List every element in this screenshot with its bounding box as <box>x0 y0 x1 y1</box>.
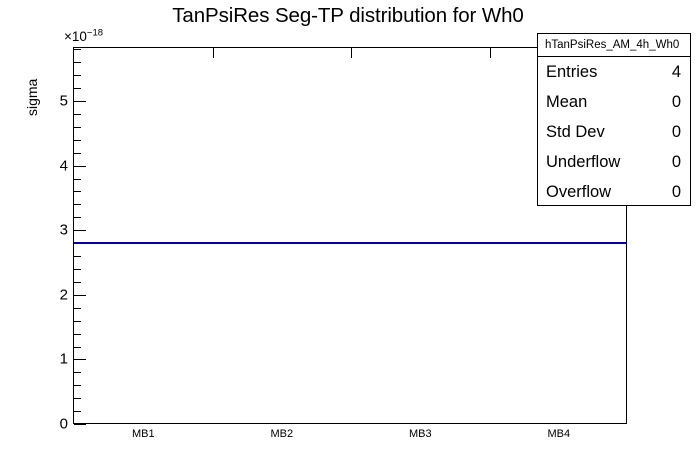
x-tick-label: MB4 <box>547 428 571 440</box>
y-tick-minor <box>74 62 81 64</box>
stats-row: Underflow 0 <box>538 147 690 177</box>
y-tick-minor <box>74 88 81 90</box>
stats-row: Mean 0 <box>538 87 690 117</box>
y-tick-minor <box>74 346 81 348</box>
plot-frame: 0 1 2 3 4 5 <box>60 47 627 440</box>
y-tick-minor <box>74 398 81 400</box>
x-tick-label: MB2 <box>270 428 294 440</box>
y-tick-minor <box>74 307 81 309</box>
y-tick-minor <box>74 178 81 180</box>
y-tick-label: 0 <box>59 415 68 433</box>
y-tick-minor <box>74 256 81 257</box>
y-tick-minor <box>74 320 81 322</box>
y-tick-minor <box>74 333 81 335</box>
y-tick-major <box>74 359 86 361</box>
y-tick-major <box>74 230 86 232</box>
y-tick-major <box>74 101 86 102</box>
stats-label: Entries <box>546 62 598 81</box>
y-axis-exponent-base: ×10 <box>64 29 87 44</box>
stats-row: Std Dev 0 <box>538 117 690 147</box>
y-tick-minor <box>74 152 81 154</box>
y-tick-major <box>74 294 86 296</box>
y-tick-label: 1 <box>59 350 68 368</box>
y-tick-major <box>74 424 86 425</box>
y-tick-minor <box>74 75 81 77</box>
y-tick-label: 2 <box>59 286 68 304</box>
x-tick-major <box>489 48 491 58</box>
y-tick-minor <box>74 385 81 387</box>
x-tick-label: MB1 <box>131 428 155 440</box>
stats-value: 0 <box>671 182 681 201</box>
stats-value: 0 <box>671 92 681 111</box>
y-tick-label: 4 <box>59 157 68 175</box>
y-tick-label: 3 <box>59 221 68 239</box>
y-tick-minor <box>74 126 81 128</box>
statistics-box[interactable]: hTanPsiRes_AM_4h_Wh0 Entries 4 Mean 0 St… <box>537 33 691 206</box>
x-tick-major <box>212 48 214 58</box>
stats-value: 4 <box>671 62 681 81</box>
y-tick-label: 5 <box>59 92 68 110</box>
y-axis-exponent: ×10−18 <box>64 27 104 44</box>
y-tick-major <box>74 165 86 167</box>
y-axis-title: sigma <box>24 78 40 116</box>
stats-row: Entries 4 <box>538 57 690 87</box>
y-axis-exponent-power: −18 <box>86 27 104 39</box>
y-tick-minor <box>74 217 81 219</box>
histogram-data-line <box>74 242 627 244</box>
stats-value: 0 <box>671 122 681 141</box>
y-tick-minor <box>74 269 81 270</box>
stats-label: Std Dev <box>546 122 605 141</box>
y-tick-minor <box>74 49 81 51</box>
y-tick-minor <box>74 372 81 374</box>
y-tick-minor <box>74 411 81 413</box>
y-tick-minor <box>74 204 81 206</box>
stats-label: Mean <box>546 92 588 111</box>
x-tick-label: MB3 <box>408 428 432 440</box>
stats-label: Underflow <box>546 152 621 171</box>
y-tick-minor <box>74 139 81 141</box>
stats-box-title: hTanPsiRes_AM_4h_Wh0 <box>538 34 690 57</box>
stats-value: 0 <box>671 152 681 171</box>
stats-row: Overflow 0 <box>538 177 690 207</box>
y-tick-minor <box>74 113 81 115</box>
stats-label: Overflow <box>546 182 612 201</box>
x-tick-major <box>351 48 352 58</box>
page-title: TanPsiRes Seg-TP distribution for Wh0 <box>172 4 524 27</box>
y-tick-minor <box>74 191 81 193</box>
y-tick-minor <box>74 281 81 283</box>
